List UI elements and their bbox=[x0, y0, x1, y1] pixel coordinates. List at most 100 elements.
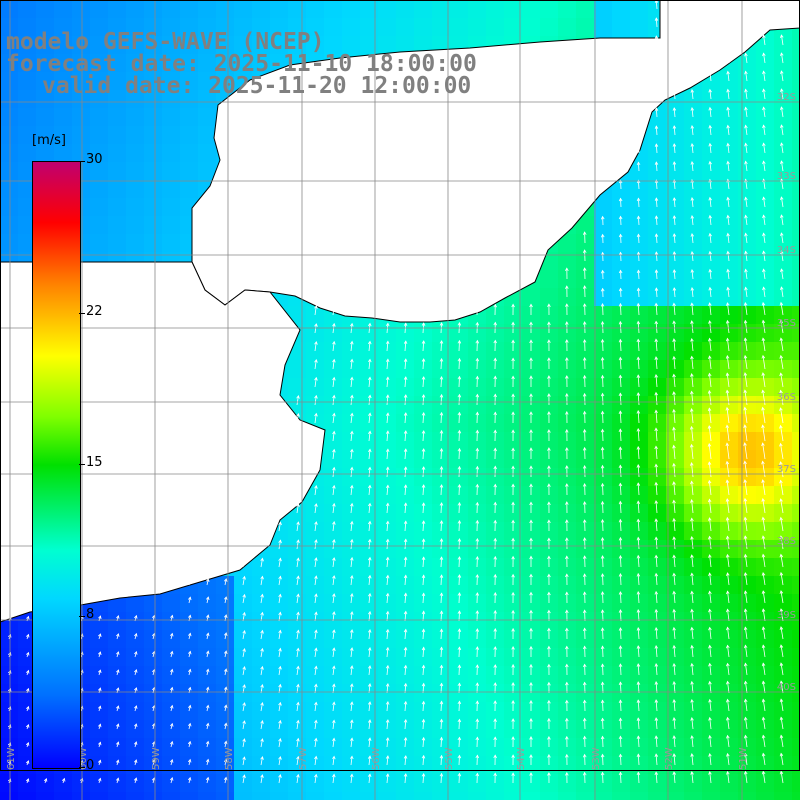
wind-arrow bbox=[781, 197, 784, 208]
wind-cell bbox=[792, 504, 800, 522]
wind-arrow-head bbox=[726, 734, 730, 739]
wind-arrow-head bbox=[205, 596, 210, 601]
wind-arrow-head bbox=[350, 466, 354, 471]
wind-arrow bbox=[619, 465, 622, 478]
wind-arrow-head bbox=[780, 52, 784, 57]
wind-arrow-head bbox=[689, 425, 694, 430]
wind-arrow-head bbox=[726, 644, 730, 649]
wind-arrow-head bbox=[457, 339, 462, 344]
wind-arrow-head bbox=[547, 519, 551, 524]
wind-arrow bbox=[655, 108, 658, 118]
wind-arrow bbox=[242, 540, 245, 550]
wind-arrow-head bbox=[547, 699, 551, 704]
wind-arrow-head bbox=[457, 303, 462, 308]
wind-arrow-head bbox=[367, 574, 372, 579]
wind-arrow-head bbox=[296, 575, 300, 580]
wind-arrow bbox=[152, 723, 155, 730]
wind-arrow bbox=[619, 501, 622, 514]
wind-arrow bbox=[638, 288, 640, 298]
wind-cell bbox=[144, 792, 162, 800]
wind-arrow-head bbox=[547, 303, 551, 307]
wind-arrow-head bbox=[725, 406, 730, 411]
wind-arrow-head bbox=[511, 591, 515, 596]
wind-arrow bbox=[458, 737, 460, 748]
wind-cell bbox=[162, 36, 180, 54]
wind-arrow-head bbox=[224, 539, 228, 544]
wind-cell bbox=[720, 792, 738, 800]
wind-arrow-head bbox=[457, 664, 462, 669]
wind-arrow bbox=[458, 755, 460, 766]
wind-arrow bbox=[762, 645, 766, 658]
wind-arrow bbox=[98, 633, 101, 640]
wind-arrow bbox=[745, 287, 748, 298]
wind-arrow bbox=[332, 377, 335, 388]
wind-arrow-head bbox=[385, 430, 390, 435]
wind-arrow bbox=[709, 53, 712, 64]
wind-arrow bbox=[602, 700, 604, 712]
wind-arrow bbox=[744, 479, 748, 496]
wind-arrow bbox=[350, 774, 353, 784]
wind-arrow-head bbox=[565, 339, 569, 343]
wind-arrow bbox=[350, 377, 353, 388]
wind-arrow-head bbox=[242, 684, 246, 688]
wind-arrow bbox=[691, 591, 694, 604]
wind-arrow bbox=[458, 448, 460, 460]
wind-arrow-head bbox=[708, 554, 712, 558]
wind-cell bbox=[594, 792, 612, 800]
wind-arrow-head bbox=[242, 720, 246, 724]
wind-arrow-head bbox=[367, 304, 372, 309]
wind-arrow-head bbox=[511, 465, 515, 470]
wind-arrow-head bbox=[779, 553, 784, 558]
wind-cell bbox=[468, 0, 486, 18]
wind-arrow-head bbox=[25, 760, 30, 764]
wind-cell bbox=[792, 414, 800, 432]
wind-arrow-head bbox=[349, 755, 354, 760]
wind-arrow-head bbox=[672, 287, 677, 291]
wind-arrow-head bbox=[242, 503, 246, 508]
wind-arrow-head bbox=[618, 735, 623, 740]
wind-arrow bbox=[278, 431, 281, 442]
wind-cell bbox=[54, 18, 72, 36]
wind-arrow-head bbox=[690, 268, 695, 273]
wind-arrow bbox=[655, 699, 658, 712]
wind-arrow-head bbox=[618, 320, 623, 325]
wind-arrow-head bbox=[636, 179, 641, 184]
wind-cell bbox=[90, 90, 108, 108]
wind-arrow bbox=[637, 392, 640, 406]
wind-arrow bbox=[422, 305, 425, 316]
wind-arrow-head bbox=[116, 614, 120, 619]
wind-arrow bbox=[602, 754, 604, 766]
wind-arrow bbox=[709, 699, 712, 712]
wind-arrow-head bbox=[547, 555, 551, 560]
wind-arrow-head bbox=[475, 772, 480, 777]
wind-cell bbox=[738, 792, 756, 800]
wind-arrow-head bbox=[726, 698, 730, 703]
wind-arrow bbox=[745, 663, 748, 676]
wind-cell bbox=[792, 396, 800, 414]
wind-arrow-head bbox=[744, 214, 748, 219]
wind-arrow bbox=[404, 376, 407, 388]
wind-arrow bbox=[709, 681, 712, 694]
wind-arrow-head bbox=[367, 538, 372, 543]
wind-arrow bbox=[762, 302, 766, 316]
wind-arrow-head bbox=[618, 356, 623, 361]
wind-cell bbox=[288, 0, 306, 18]
wind-arrow-head bbox=[779, 734, 784, 739]
wind-arrow bbox=[638, 216, 640, 226]
wind-cell bbox=[72, 36, 90, 54]
wind-arrow-head bbox=[314, 340, 318, 345]
wind-arrow-head bbox=[547, 357, 551, 361]
wind-cell bbox=[306, 18, 324, 36]
wind-arrow bbox=[727, 699, 730, 712]
wind-arrow bbox=[98, 651, 101, 658]
wind-arrow bbox=[727, 771, 730, 784]
wind-arrow-head bbox=[636, 645, 641, 649]
wind-arrow bbox=[709, 0, 712, 10]
wind-arrow-head bbox=[80, 633, 84, 638]
wind-cell bbox=[486, 792, 504, 800]
wind-arrow-head bbox=[475, 483, 480, 488]
wind-arrow-head bbox=[636, 464, 641, 468]
wind-arrow bbox=[780, 699, 784, 712]
wind-arrow-head bbox=[779, 608, 784, 612]
